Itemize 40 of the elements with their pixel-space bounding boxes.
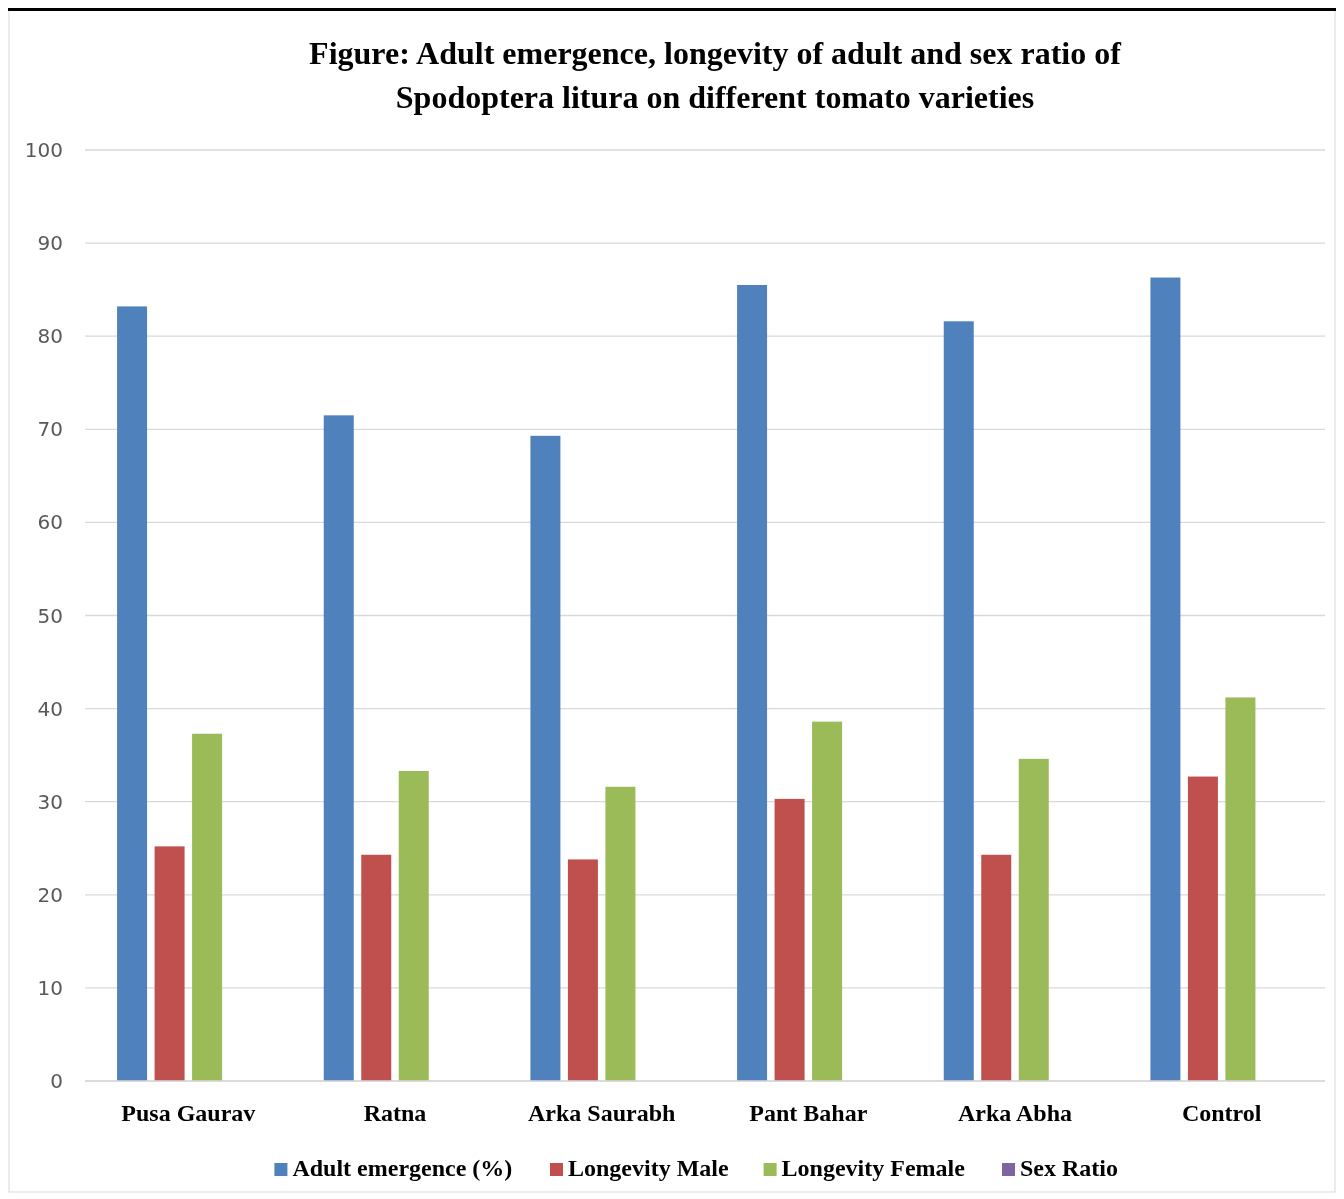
bar	[567, 859, 598, 1081]
x-tick-label: Pusa Gaurav	[121, 1100, 256, 1126]
bar	[361, 854, 392, 1081]
bar	[323, 415, 354, 1081]
y-tick-label: 50	[37, 603, 63, 628]
bar	[981, 854, 1012, 1081]
bar	[398, 770, 429, 1081]
bar	[1018, 758, 1049, 1081]
y-tick-label: 60	[37, 510, 63, 535]
legend-label: Longevity Female	[781, 1155, 966, 1181]
x-tick-label: Arka Abha	[957, 1100, 1073, 1126]
bar	[605, 786, 636, 1081]
bar	[737, 285, 768, 1081]
legend-label: Longevity Male	[568, 1155, 729, 1181]
chart-title: Figure: Adult emergence, longevity of adult and sex ratio of Spodoptera litura on different tomato varieties	[309, 35, 1122, 115]
y-tick-label: 10	[37, 975, 63, 1000]
x-tick-label: Pant Bahar	[749, 1100, 868, 1126]
bar	[1150, 277, 1181, 1081]
bar	[812, 721, 843, 1081]
bar	[117, 306, 148, 1081]
x-tick-label: Ratna	[363, 1100, 427, 1126]
bar	[530, 435, 561, 1081]
y-tick-label: 40	[37, 696, 63, 721]
bar	[1225, 697, 1256, 1081]
x-tick-label: Arka Saurabh	[527, 1100, 676, 1126]
y-tick-label: 70	[37, 417, 63, 442]
bar	[192, 733, 223, 1081]
bar	[943, 321, 974, 1081]
x-tick-label: Control	[1181, 1100, 1262, 1126]
y-tick-label: 80	[37, 324, 63, 349]
bar	[154, 846, 185, 1081]
legend-label: Adult emergence (%)	[292, 1155, 513, 1181]
y-tick-label: 100	[24, 138, 63, 162]
y-tick-label: 30	[37, 789, 63, 814]
legend-label: Sex Ratio	[1020, 1155, 1118, 1181]
bar	[1187, 776, 1218, 1081]
bar	[774, 798, 805, 1081]
y-tick-label: 90	[37, 231, 63, 256]
y-tick-label: 0	[50, 1069, 63, 1093]
y-tick-label: 20	[37, 882, 63, 907]
